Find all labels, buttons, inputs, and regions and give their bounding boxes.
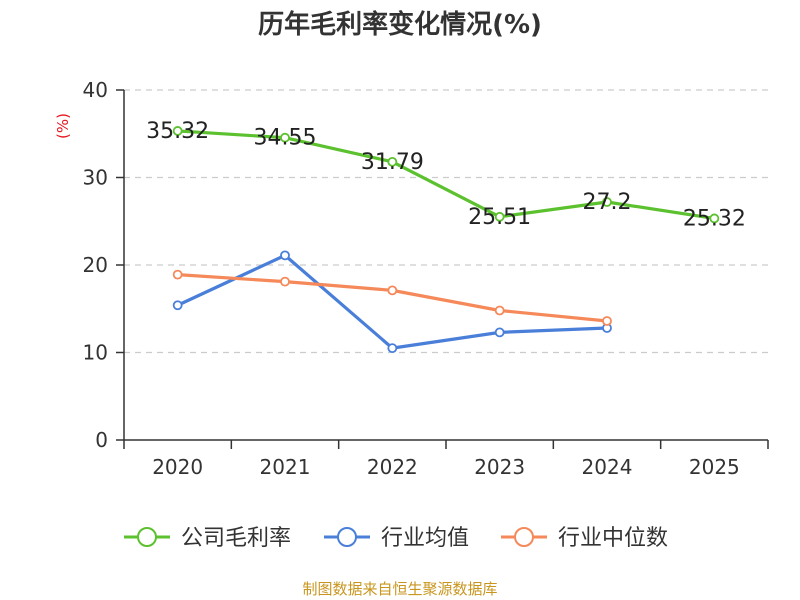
x-tick-label-2022: 2022: [367, 455, 418, 479]
legend[interactable]: 公司毛利率 行业均值 行业中位数: [124, 526, 668, 551]
legend-item-0[interactable]: 公司毛利率: [124, 526, 291, 551]
x-tick-label-2020: 2020: [152, 455, 203, 479]
data-point-s0-2023: [494, 211, 505, 222]
legend-marker: [337, 527, 357, 547]
legend-marker: [137, 527, 157, 547]
data-point-s2-2021: [280, 276, 290, 287]
data-point-s0-2022: [387, 156, 398, 167]
data-label-2025: 25.32: [683, 206, 746, 231]
y-tick-label: 0: [95, 428, 108, 452]
data-labels: 35.32 34.55 31.79 25.51 27.2 25.32: [146, 119, 746, 232]
y-tick-label: 20: [83, 253, 108, 277]
y-tick-label: 30: [83, 166, 108, 190]
chart-title: 历年毛利率变化情况(%): [258, 9, 542, 40]
data-label-2023: 25.51: [468, 205, 531, 230]
x-tick-label-2025: 2025: [689, 455, 740, 479]
series-line-0: [177, 129, 715, 221]
data-label-2021: 34.55: [254, 126, 317, 151]
legend-item-2[interactable]: 行业中位数: [501, 526, 668, 551]
data-point-s2-2023: [494, 305, 505, 316]
data-point-s2-2020: [172, 269, 183, 280]
data-point-s2-2022: [387, 285, 398, 296]
series-lines: [172, 126, 720, 354]
data-point-s0-2021: [280, 132, 290, 143]
x-tick-label-2023: 2023: [474, 455, 525, 479]
legend-label: 公司毛利率: [181, 526, 291, 551]
y-axis-unit-label: (%): [54, 113, 72, 139]
legend-label: 行业中位数: [558, 526, 668, 551]
data-point-s1-2023: [494, 327, 505, 338]
data-label-2022: 31.79: [361, 150, 424, 175]
x-tick-label-2021: 2021: [260, 455, 311, 479]
series-line-1: [176, 253, 608, 350]
series-line-2: [177, 273, 608, 323]
legend-item-1[interactable]: 行业均值: [324, 526, 469, 551]
data-point-s2-2024: [602, 316, 612, 326]
legend-label: 行业均值: [381, 526, 469, 551]
data-point-s0-2025: [709, 213, 720, 224]
source-note: 制图数据来自恒生聚源数据库: [302, 580, 497, 598]
x-tick-label-2024: 2024: [582, 455, 633, 479]
data-point-s1-2020: [172, 300, 183, 311]
axes: 0 10 20 30 40 2020 2021 2022 2023 2024 2025: [83, 78, 769, 479]
data-point-s0-2024: [602, 197, 612, 207]
y-tick-label: 10: [83, 341, 108, 365]
data-label-2024: 27.2: [583, 190, 632, 215]
data-label-2020: 35.32: [146, 119, 209, 144]
y-tick-label: 40: [83, 78, 108, 102]
legend-marker: [514, 527, 534, 547]
data-point-s1-2021: [280, 250, 290, 261]
data-point-s1-2022: [387, 343, 398, 354]
grid-lines: [124, 89, 768, 354]
data-point-s0-2020: [172, 126, 183, 136]
